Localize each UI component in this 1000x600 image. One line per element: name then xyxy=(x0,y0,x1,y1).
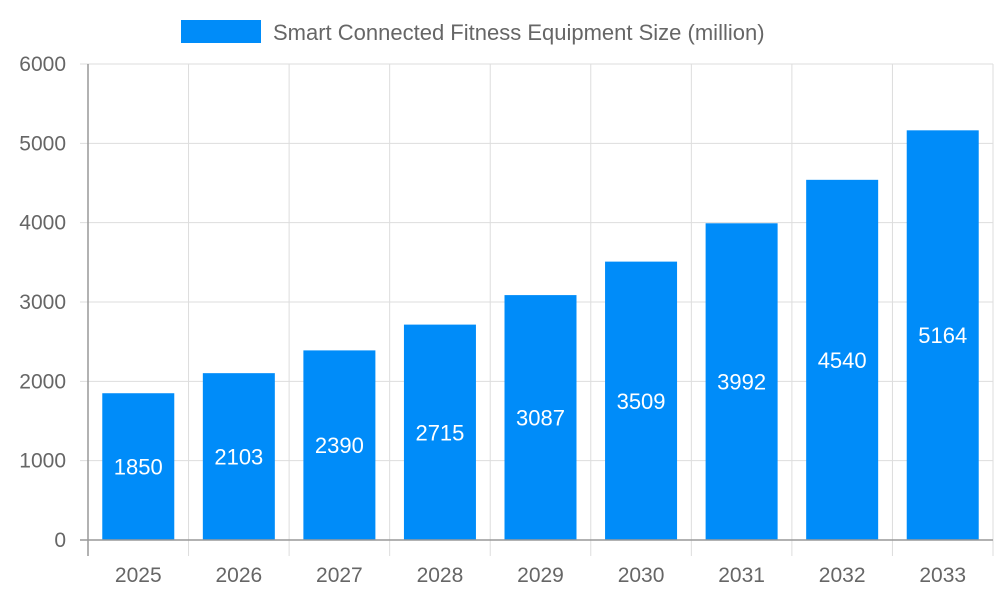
x-tick-label: 2027 xyxy=(316,564,363,587)
x-tick-label: 2031 xyxy=(718,564,765,587)
y-tick-label: 4000 xyxy=(19,212,66,235)
x-tick-label: 2032 xyxy=(819,564,866,587)
bar xyxy=(705,223,778,540)
y-tick-label: 5000 xyxy=(19,132,66,155)
legend-label: Smart Connected Fitness Equipment Size (… xyxy=(273,20,765,45)
data-label: 2390 xyxy=(315,433,364,458)
data-label: 3509 xyxy=(617,389,666,414)
x-tick-label: 2033 xyxy=(919,564,966,587)
data-labels: 1850 2103 2390 2715 3087 3509 3992 4540 5164 xyxy=(114,323,967,479)
data-label: 1850 xyxy=(114,455,163,480)
grid xyxy=(80,63,994,556)
y-tick-label: 1000 xyxy=(19,450,66,473)
bar xyxy=(504,295,577,540)
x-tick-label: 2025 xyxy=(115,564,162,587)
data-label: 3992 xyxy=(717,370,766,395)
data-label: 5164 xyxy=(918,323,967,348)
data-label: 2715 xyxy=(415,420,464,445)
y-tick-label: 2000 xyxy=(19,370,66,393)
x-tick-label: 2029 xyxy=(517,564,564,587)
legend-swatch xyxy=(181,20,261,43)
x-tick-label: 2026 xyxy=(215,564,262,587)
bar xyxy=(202,373,275,540)
bars xyxy=(102,130,979,540)
y-tick-label: 0 xyxy=(54,529,66,552)
bar xyxy=(906,130,979,540)
y-tick-label: 3000 xyxy=(19,291,66,314)
bar xyxy=(303,350,376,540)
bar xyxy=(605,261,678,540)
bar xyxy=(403,324,476,540)
axes: 0 1000 2000 3000 4000 5000 6000 2025 2026 2027 202… xyxy=(19,53,993,587)
data-label: 2103 xyxy=(214,445,263,470)
bar xyxy=(806,179,879,540)
bar xyxy=(102,393,175,540)
x-tick-label: 2028 xyxy=(417,564,464,587)
x-tick-label: 2030 xyxy=(618,564,665,587)
data-label: 4540 xyxy=(818,348,867,373)
y-tick-label: 6000 xyxy=(19,53,66,76)
data-label: 3087 xyxy=(516,406,565,431)
legend[interactable]: Smart Connected Fitness Equipment Size (… xyxy=(181,20,765,45)
